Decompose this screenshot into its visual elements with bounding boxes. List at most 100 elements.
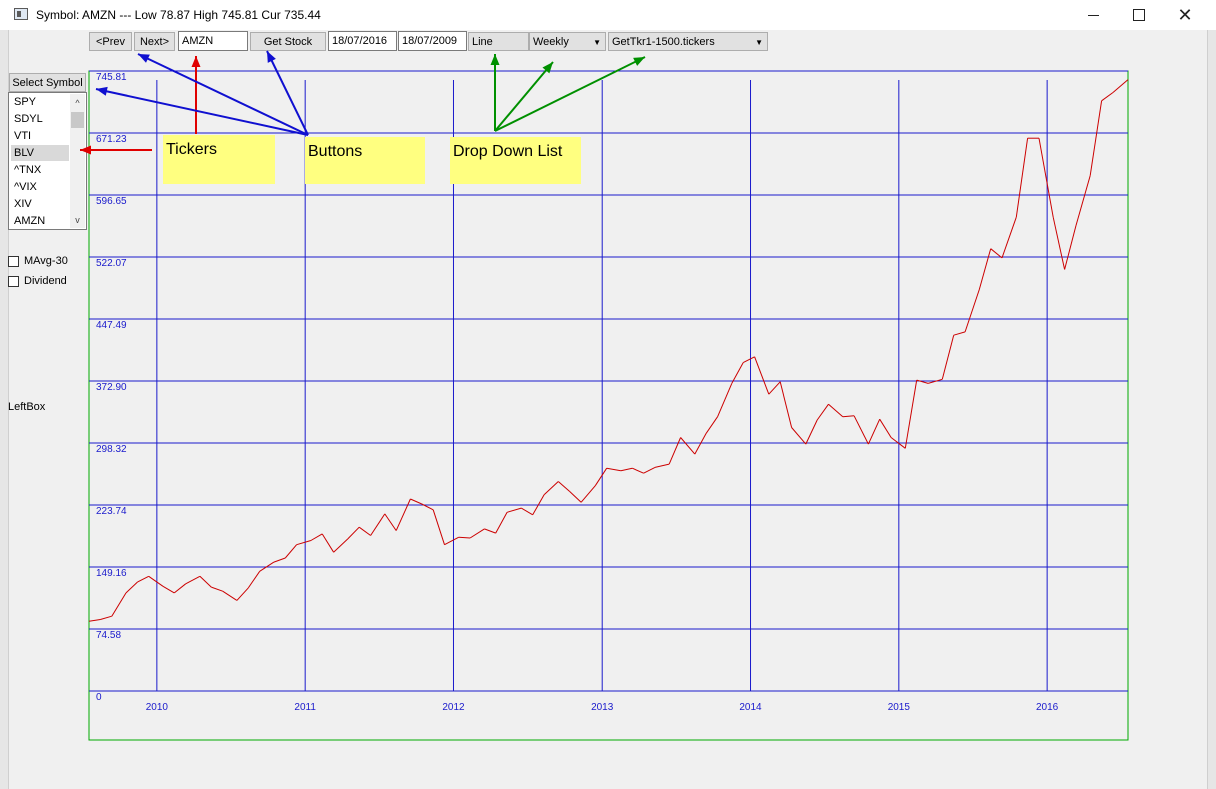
dividend-option[interactable]: Dividend	[8, 273, 67, 289]
price-line-segment	[964, 289, 980, 333]
x-tick-label: 2014	[739, 702, 762, 713]
price-line-segment	[1001, 217, 1017, 259]
price-line-segment	[347, 526, 360, 540]
title-bar: Symbol: AMZN --- Low 78.87 High 745.81 C…	[0, 0, 1216, 30]
annotation-arrowhead	[267, 51, 276, 63]
price-line-segment	[88, 619, 101, 622]
price-line-segment	[791, 427, 807, 445]
leftbox-label: LeftBox	[8, 401, 46, 413]
close-button[interactable]: ✕	[1162, 0, 1208, 30]
period-selected: Weekly	[533, 35, 569, 48]
price-line-segment	[284, 544, 297, 559]
scroll-thumb[interactable]	[71, 112, 84, 128]
ticker-file-dropdown[interactable]: GetTkr1-1500.tickers ▼	[608, 32, 768, 51]
end-date-field[interactable]: 18/07/2016	[328, 31, 397, 51]
annotation-arrowhead	[633, 57, 645, 66]
window-title: Symbol: AMZN --- Low 78.87 High 745.81 C…	[36, 8, 321, 22]
price-line-segment	[742, 356, 755, 364]
price-line-segment	[469, 528, 485, 539]
price-line-segment	[1052, 217, 1066, 270]
price-line-segment	[1064, 225, 1077, 270]
next-button[interactable]: Next>	[134, 32, 175, 51]
y-tick-label: 223.74	[96, 506, 127, 517]
price-line-segment	[890, 437, 906, 449]
price-line-segment	[111, 592, 127, 617]
chevron-down-icon: ▼	[755, 38, 763, 47]
ticker-list-item[interactable]: ^VIX	[14, 181, 37, 193]
price-line-segment	[543, 481, 559, 496]
price-line-segment	[853, 415, 869, 445]
price-line-segment	[643, 466, 656, 474]
price-line-segment	[495, 512, 508, 534]
price-line-segment	[410, 498, 423, 505]
price-line-segment	[805, 419, 818, 445]
price-line-segment	[594, 467, 608, 486]
annotation-arrowhead	[542, 62, 553, 74]
window-right-edge	[1207, 30, 1216, 789]
annotation-arrowhead	[191, 56, 201, 67]
price-line-segment	[731, 362, 744, 384]
ticker-list-item[interactable]: SDYL	[14, 113, 43, 125]
ticker-list-item[interactable]: VTI	[14, 130, 32, 142]
price-line-segment	[916, 379, 929, 384]
ticker-list-item[interactable]: AMZN	[14, 215, 46, 227]
minimize-icon	[1087, 14, 1099, 16]
ticker-list-item[interactable]: ^TNX	[14, 164, 42, 176]
y-tick-label: 522.07	[96, 258, 127, 269]
get-stock-button[interactable]: Get Stock	[250, 32, 326, 51]
x-tick-label: 2010	[146, 702, 169, 713]
price-line-segment	[444, 536, 460, 546]
price-line-segment	[867, 418, 881, 445]
ticker-input[interactable]: AMZN	[178, 31, 248, 51]
price-line-segment	[632, 467, 644, 474]
annotation-arrow-shaft	[95, 88, 309, 136]
price-line-segment	[580, 485, 596, 503]
price-line-segment	[816, 403, 829, 421]
price-line-segment	[705, 416, 719, 434]
price-line-segment	[384, 513, 397, 531]
price-line-segment	[779, 381, 793, 428]
ticker-list-item[interactable]: XIV	[14, 198, 32, 210]
price-line-segment	[557, 481, 571, 492]
maximize-button[interactable]	[1116, 0, 1162, 30]
ticker-file-selected: GetTkr1-1500.tickers	[612, 35, 715, 48]
start-date-field[interactable]: 18/07/2009	[398, 31, 467, 51]
ticker-listbox[interactable]: SPY SDYL VTI BLV ^TNX ^VIX XIV AMZN ^ v	[8, 92, 87, 230]
price-line-segment	[296, 540, 312, 546]
price-line-segment	[273, 557, 286, 563]
mavg-30-checkbox[interactable]	[8, 255, 19, 267]
price-line-segment	[654, 463, 670, 468]
x-tick-label: 2013	[591, 702, 614, 713]
price-line-segment	[828, 403, 844, 418]
price-line-segment	[668, 437, 682, 465]
x-tick-label: 2015	[888, 702, 911, 713]
prev-button[interactable]: <Prev	[89, 32, 132, 51]
price-line-segment	[532, 494, 545, 516]
price-line-segment	[1101, 92, 1114, 102]
listbox-scrollbar[interactable]: ^ v	[70, 94, 85, 228]
period-dropdown[interactable]: Weekly ▼	[529, 32, 606, 51]
price-line-segment	[754, 356, 770, 395]
price-line-segment	[173, 583, 187, 594]
price-line-segment	[569, 491, 582, 503]
ticker-list-item-selected[interactable]: BLV	[11, 145, 69, 161]
chevron-down-icon[interactable]: v	[75, 215, 80, 225]
price-line-segment	[694, 433, 707, 455]
chart-type-dropdown[interactable]: Line	[468, 32, 529, 51]
price-line-segment	[458, 536, 471, 539]
price-line-segment	[620, 467, 633, 472]
price-line-segment	[484, 528, 496, 534]
ticker-list-item[interactable]: SPY	[14, 96, 37, 108]
mavg-30-option[interactable]: MAvg-30	[8, 253, 68, 269]
dividend-checkbox[interactable]	[8, 275, 19, 287]
minimize-button[interactable]	[1070, 0, 1116, 30]
y-tick-label: 149.16	[96, 568, 127, 579]
price-line-segment	[506, 507, 522, 513]
y-tick-label: 0	[96, 692, 102, 703]
select-symbol-button[interactable]: Select Symbol	[9, 73, 86, 92]
price-line-segment	[100, 615, 112, 620]
mavg-30-label: MAvg-30	[24, 255, 68, 267]
price-line-segment	[606, 467, 621, 472]
chevron-up-icon[interactable]: ^	[75, 98, 80, 108]
dividend-label: Dividend	[24, 275, 67, 287]
